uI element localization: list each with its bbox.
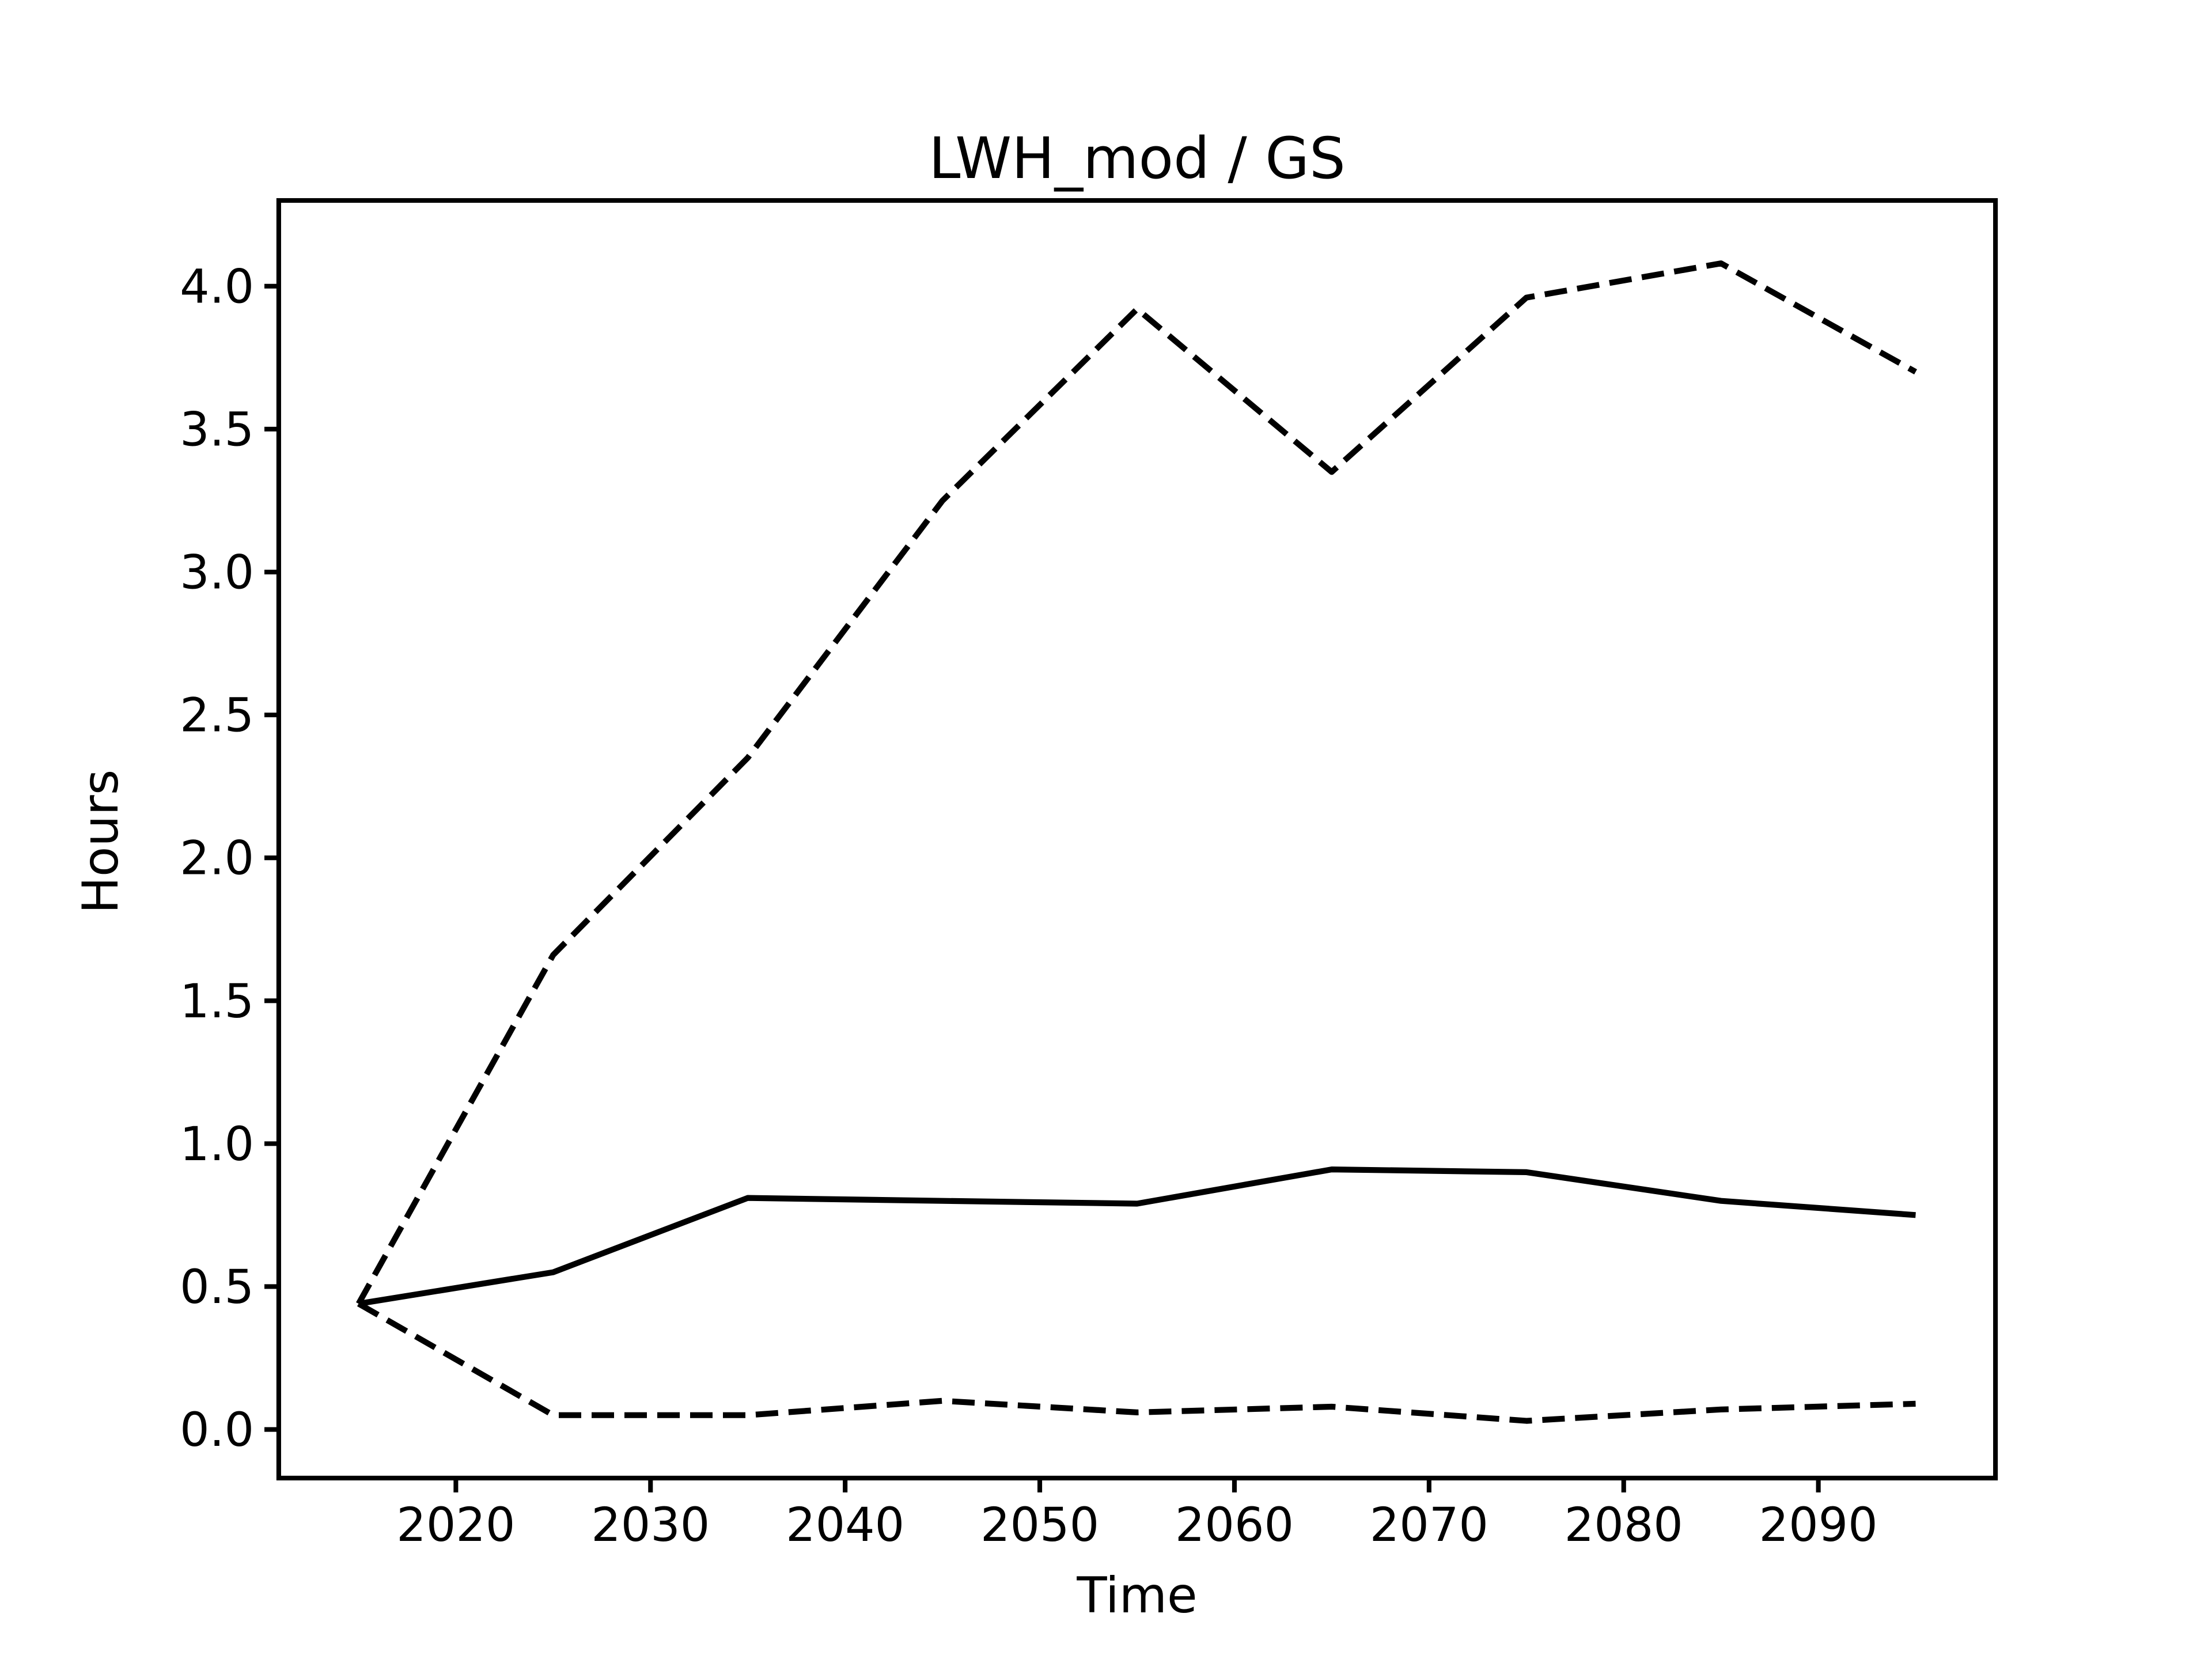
data-series bbox=[356, 260, 1917, 1424]
y-tick-label: 4.0 bbox=[180, 260, 254, 314]
y-tick-label: 1.0 bbox=[180, 1118, 254, 1172]
x-tick-label: 2090 bbox=[1759, 1498, 1878, 1552]
x-tick-label: 2050 bbox=[980, 1498, 1099, 1552]
x-tick-label: 2060 bbox=[1175, 1498, 1294, 1552]
plot-area bbox=[276, 198, 1998, 1480]
y-tick-label: 2.0 bbox=[180, 832, 254, 886]
y-tick-label: 3.5 bbox=[180, 403, 254, 457]
x-tick-label: 2040 bbox=[786, 1498, 904, 1552]
chart-title: LWH_mod / GS bbox=[929, 126, 1346, 192]
x-tick-label: 2020 bbox=[396, 1498, 515, 1552]
y-tick-label: 3.0 bbox=[180, 546, 254, 600]
y-tick-label: 0.5 bbox=[180, 1260, 254, 1315]
x-tick-label: 2070 bbox=[1370, 1498, 1488, 1552]
x-tick-label: 2080 bbox=[1565, 1498, 1683, 1552]
y-axis-label: Hours bbox=[73, 770, 130, 914]
x-axis-label: Time bbox=[1076, 1567, 1197, 1624]
y-tick-label: 0.0 bbox=[180, 1403, 254, 1457]
series-line-lower-dashed bbox=[357, 1301, 1916, 1424]
y-tick-label: 2.5 bbox=[180, 689, 254, 743]
axes-ticks: 2020 2030 2040 2050 2060 2070 2080 2090 0.0 0.5 1.… bbox=[180, 260, 1878, 1552]
series-line-upper-dashed bbox=[356, 260, 1917, 1305]
y-tick-label: 1.5 bbox=[180, 975, 254, 1029]
x-tick-label: 2030 bbox=[591, 1498, 710, 1552]
series-line-middle-solid bbox=[358, 1166, 1916, 1307]
